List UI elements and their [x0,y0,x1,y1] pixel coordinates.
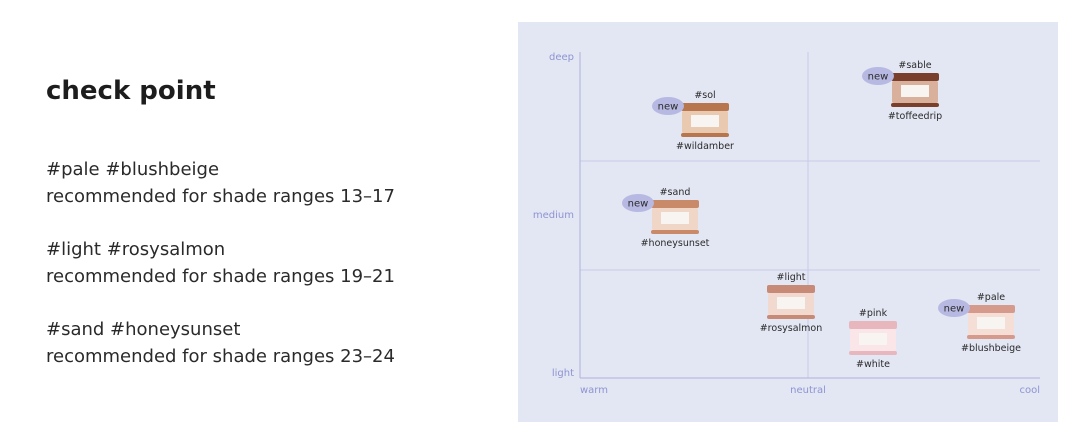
jar-base [967,335,1015,339]
product-bottom-label: #blushbeige [961,343,1021,354]
map-grid [580,52,1040,378]
product-top-label: #pink [859,308,888,319]
jar-lid [891,73,939,81]
product: #pale #blushbeige new [938,292,1021,354]
product: #sable #toffeedrip new [862,60,942,122]
rec-tags: #light #rosysalmon [46,239,225,260]
product-bottom-label: #white [856,359,890,370]
product-top-label: #sol [694,90,715,101]
jar-label [777,297,805,309]
map-axes [579,52,1040,379]
jar-label [859,333,887,345]
jar-base [681,133,729,137]
product: #light #rosysalmon [760,272,823,334]
map-panel [518,22,1058,422]
product-top-label: #pale [977,292,1005,303]
jar-lid [767,285,815,293]
new-badge-text: new [628,199,649,210]
jar-label [901,85,929,97]
product-top-label: #sable [898,60,931,71]
product: #sol #wildamber new [652,90,734,152]
rec-text: recommended for shade ranges 13–17 [46,186,395,207]
jar-base [767,315,815,319]
new-badge-text: new [944,304,965,315]
new-badge-text: new [658,102,679,113]
y-axis-label: light [552,368,574,379]
product-bottom-label: #wildamber [676,141,734,152]
y-axis-label: medium [533,210,574,221]
jar-lid [849,321,897,329]
product: #pink #white [849,308,897,370]
jar-lid [651,200,699,208]
rec-text: recommended for shade ranges 23–24 [46,346,395,367]
product-bottom-label: #honeysunset [641,238,710,249]
x-axis-label: warm [580,385,608,396]
jar-lid [967,305,1015,313]
new-badge [938,299,970,317]
jar-base [891,103,939,107]
jar-label [691,115,719,127]
product-bottom-label: #toffeedrip [888,111,942,122]
jar-label [661,212,689,224]
product-bottom-label: #rosysalmon [760,323,823,334]
new-badge [862,67,894,85]
new-badge [622,194,654,212]
heading-title: check point [46,76,216,106]
y-axis-label: deep [549,52,574,63]
new-badge [652,97,684,115]
jar-base [651,230,699,234]
rec-tags: #sand #honeysunset [46,319,240,340]
product: #sand #honeysunset new [622,187,710,249]
new-badge-text: new [868,72,889,83]
jar-base [849,351,897,355]
jar-lid [681,103,729,111]
jar-label [977,317,1005,329]
rec-text: recommended for shade ranges 19–21 [46,266,395,287]
rec-tags: #pale #blushbeige [46,159,219,180]
x-axis-label: neutral [790,385,826,396]
product-top-label: #sand [660,187,691,198]
x-axis-label: cool [1019,385,1040,396]
product-top-label: #light [776,272,805,283]
